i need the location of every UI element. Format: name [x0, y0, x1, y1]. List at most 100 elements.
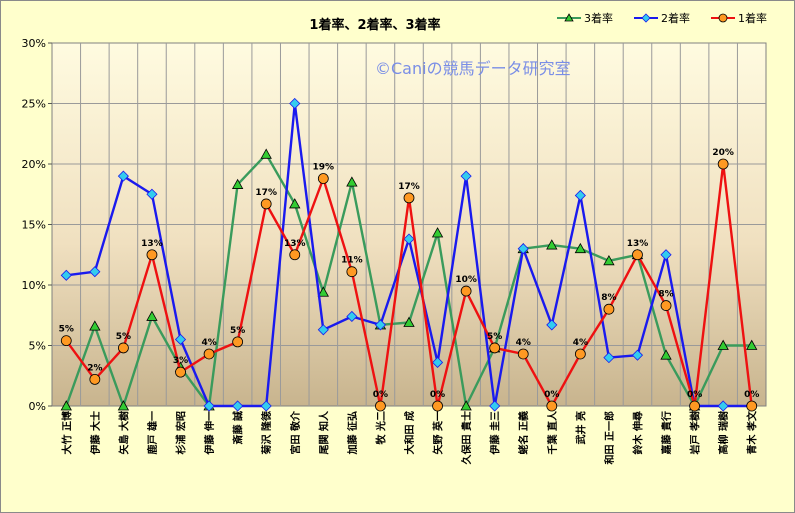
data-label: 8%: [658, 290, 673, 300]
data-label: 2%: [87, 363, 102, 373]
series-point: [546, 239, 558, 250]
series-point: [717, 339, 729, 350]
data-label: 3%: [173, 356, 188, 366]
data-label: 4%: [516, 338, 531, 348]
x-category-label: 和田 正一郎: [603, 411, 616, 465]
data-label: 4%: [573, 338, 588, 348]
series-point: [489, 400, 501, 412]
series-point: [317, 324, 329, 336]
series-point: [289, 198, 301, 209]
series-point: [689, 400, 700, 412]
series-point: [431, 356, 444, 369]
data-label: 0%: [687, 390, 702, 400]
series-point: [431, 227, 444, 238]
x-category-label: 鈴木 伸尋: [631, 411, 644, 454]
series-point: [574, 242, 587, 254]
series-point: [260, 148, 272, 159]
series-point: [517, 243, 529, 255]
y-tick-label: 15%: [22, 219, 46, 232]
series-point: [118, 342, 129, 354]
series-point: [603, 254, 615, 266]
x-category-label: 尾関 知人: [317, 410, 330, 454]
x-category-label: 斎藤 誠: [232, 411, 245, 444]
legend: 3着率 2着率 1着率: [557, 11, 767, 25]
series-point: [631, 349, 644, 361]
series-point: [232, 336, 244, 348]
series-point: [117, 170, 129, 182]
x-category-label: 伊藤 伸一: [203, 411, 216, 455]
x-category-label: 矢野 英一: [432, 411, 445, 454]
series-point: [260, 400, 272, 412]
series-point: [203, 400, 215, 412]
series-point: [546, 319, 558, 331]
x-category-label: 岩戸 孝樹: [689, 411, 702, 455]
series-point: [117, 400, 130, 411]
series-point: [60, 269, 72, 281]
data-label: 0%: [430, 390, 445, 400]
data-label: 20%: [712, 148, 734, 158]
series-point: [175, 366, 186, 378]
series-point: [60, 335, 72, 347]
data-label: 13%: [284, 239, 306, 249]
grid-lines: [52, 43, 766, 406]
series-point: [717, 158, 729, 170]
chart-title: 1着率、2着率、3着率: [309, 17, 440, 33]
series-point: [660, 300, 672, 311]
x-category-label: 牧 光二: [374, 411, 387, 444]
series-point: [146, 188, 158, 200]
data-label: 13%: [627, 239, 649, 249]
x-category-label: 杉浦 宏昭: [175, 411, 188, 454]
series-point: [717, 400, 729, 412]
x-category-label: 大竹 正博: [60, 411, 73, 454]
x-category-label: 千葉 直人: [546, 410, 559, 454]
legend-label: 2着率: [661, 11, 690, 25]
y-tick-label: 30%: [22, 37, 46, 50]
series-point: [660, 249, 672, 261]
x-axis: 大竹 正博 伊藤 大士 矢島 大樹 鹿戸 雄一 杉浦 宏昭 伊藤 伸一 斎藤 誠 菊沢 隆徳 宮…: [60, 410, 758, 465]
series-point: [203, 348, 215, 360]
x-category-label: 武井 亮: [574, 411, 587, 444]
series-point: [317, 286, 329, 297]
series-point: [574, 189, 586, 202]
y-tick-label: 20%: [22, 158, 46, 171]
watermark: ©Caniの競馬データ研究室: [375, 59, 571, 78]
data-label: 19%: [313, 163, 335, 173]
series-point: [346, 266, 358, 278]
y-tick-label: 25%: [22, 98, 46, 111]
x-category-label: 久保田 貴士: [460, 411, 473, 465]
data-label: 4%: [201, 338, 216, 348]
series-point: [346, 176, 358, 187]
series-point: [89, 373, 101, 385]
series-point: [460, 170, 472, 182]
y-axis: 0% 5% 10% 15% 20% 25% 30%: [22, 37, 52, 413]
series-group: [60, 97, 758, 412]
x-category-label: 伊藤 圭三: [489, 411, 502, 455]
series-point: [174, 333, 187, 346]
x-category-label: 嘉藤 貴行: [660, 411, 673, 455]
data-label: 0%: [544, 390, 559, 400]
data-label: 5%: [116, 332, 131, 342]
series-point: [603, 352, 615, 364]
y-tick-label: 5%: [29, 340, 46, 353]
legend-marker: [718, 13, 728, 23]
data-label: 17%: [398, 182, 420, 192]
series-point: [146, 249, 158, 261]
series-point: [260, 198, 272, 210]
data-label: 5%: [59, 325, 74, 335]
series-point: [375, 400, 386, 412]
series-point: [89, 266, 101, 278]
data-label: 5%: [230, 326, 245, 336]
series-point: [289, 249, 301, 261]
series-point: [746, 400, 758, 412]
series-point: [632, 249, 643, 261]
series-point: [89, 320, 101, 331]
y-tick-label: 10%: [22, 279, 46, 292]
data-label: 8%: [601, 293, 616, 303]
legend-label: 1着率: [738, 11, 767, 25]
x-category-label: 大和田 成: [403, 411, 416, 454]
x-category-label: 蛯名 正義: [517, 411, 530, 454]
series-point: [146, 310, 158, 321]
legend-marker: [564, 13, 574, 22]
series-point: [574, 348, 586, 360]
x-category-label: 伊藤 大士: [89, 411, 102, 455]
